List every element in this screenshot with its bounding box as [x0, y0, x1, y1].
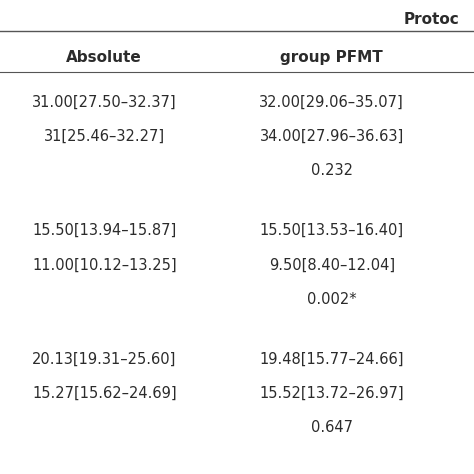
Text: 15.52[13.72–26.97]: 15.52[13.72–26.97] [259, 386, 404, 401]
Text: 15.27[15.62–24.69]: 15.27[15.62–24.69] [32, 386, 177, 401]
Text: 31.00[27.50–32.37]: 31.00[27.50–32.37] [32, 95, 177, 110]
Text: 19.48[15.77–24.66]: 19.48[15.77–24.66] [260, 352, 404, 367]
Text: Absolute: Absolute [66, 50, 142, 65]
Text: 31[25.46–32.27]: 31[25.46–32.27] [44, 129, 165, 144]
Text: 15.50[13.94–15.87]: 15.50[13.94–15.87] [32, 223, 176, 238]
Text: Protoc: Protoc [404, 12, 460, 27]
Text: 0.002*: 0.002* [307, 292, 356, 307]
Text: 34.00[27.96–36.63]: 34.00[27.96–36.63] [260, 129, 404, 144]
Text: 11.00[10.12–13.25]: 11.00[10.12–13.25] [32, 257, 177, 273]
Text: 20.13[19.31–25.60]: 20.13[19.31–25.60] [32, 352, 176, 367]
Text: 15.50[13.53–16.40]: 15.50[13.53–16.40] [260, 223, 404, 238]
Text: 9.50[8.40–12.04]: 9.50[8.40–12.04] [269, 257, 395, 273]
Text: 0.647: 0.647 [311, 420, 353, 435]
Text: group PFMT: group PFMT [281, 50, 383, 65]
Text: 0.232: 0.232 [311, 163, 353, 178]
Text: 32.00[29.06–35.07]: 32.00[29.06–35.07] [259, 95, 404, 110]
